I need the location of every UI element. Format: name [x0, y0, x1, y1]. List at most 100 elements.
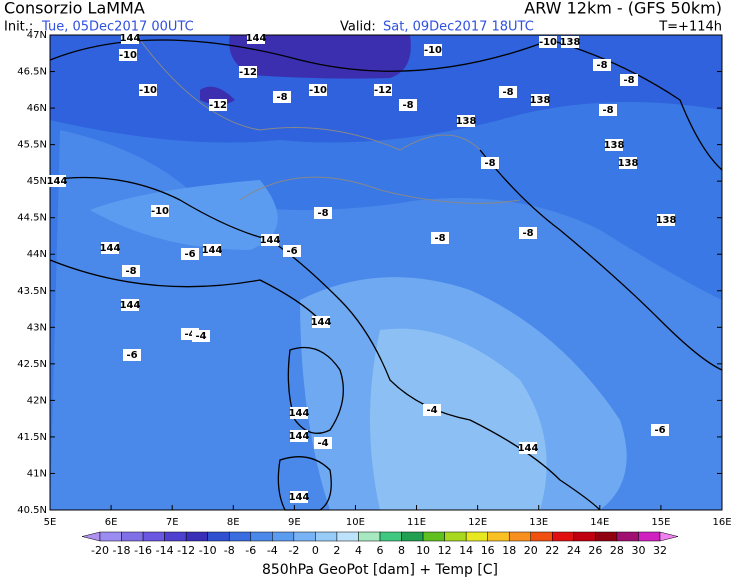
- colorbar-tick-label: 14: [459, 544, 473, 557]
- lon-label: 12E: [468, 517, 487, 528]
- colorbar-cell: [530, 531, 553, 542]
- title: Consorzio LaMMA: [4, 0, 145, 18]
- contour-label-bg: [593, 59, 611, 71]
- colorbar-end: [659, 531, 679, 542]
- colorbar-tick-label: 26: [588, 544, 602, 557]
- contour-label: -8: [434, 233, 445, 244]
- contour-label: -12: [209, 100, 227, 111]
- lon-label: 11E: [407, 517, 426, 528]
- contour-label-bg: [273, 91, 291, 103]
- contour-label: 138: [656, 215, 677, 226]
- contour-label-bg: [122, 265, 140, 277]
- contour-label: -10: [119, 50, 137, 61]
- colorbar-tick-label: -12: [177, 544, 195, 557]
- lon-label: 16E: [712, 517, 731, 528]
- colorbar-cell: [99, 531, 122, 542]
- contour-label-bg: [123, 349, 141, 361]
- contour-label: -8: [402, 100, 413, 111]
- contour-label-bg: [290, 491, 308, 503]
- contour-label: -6: [184, 249, 195, 260]
- colorbar-cell: [487, 531, 510, 542]
- lat-label: 40.5N: [17, 505, 47, 516]
- contour-label: -10: [139, 85, 157, 96]
- contour-label: -8: [125, 266, 136, 277]
- colorbar-tick-label: 18: [502, 544, 516, 557]
- contour-label-bg: [151, 205, 169, 217]
- contour-label-bg: [261, 234, 279, 246]
- contour-label-bg: [101, 242, 119, 254]
- contour-label-bg: [620, 74, 638, 86]
- colorbar-cell: [595, 531, 618, 542]
- contour-label: 144: [518, 443, 539, 454]
- lat-label: 41N: [27, 468, 47, 479]
- colorbar-tick-label: -10: [199, 544, 217, 557]
- contour-label: 144: [120, 300, 141, 311]
- contour-label: 144: [260, 235, 281, 246]
- contour-label: -6: [286, 246, 297, 257]
- colorbar-tick-label: 32: [653, 544, 667, 557]
- colorbar-cell: [121, 531, 144, 542]
- lat-label: 42.5N: [17, 359, 47, 370]
- lon-label: 5E: [44, 517, 57, 528]
- colorbar-tick-label: 0: [312, 544, 319, 557]
- lead-time: T=+114h: [658, 20, 722, 35]
- contour-label: 144: [47, 176, 68, 187]
- contour-label: -8: [502, 87, 513, 98]
- contour-label: -8: [522, 228, 533, 239]
- contour-label: -4: [317, 438, 328, 449]
- colorbar-tick-label: 20: [524, 544, 538, 557]
- contour-label: 144: [100, 243, 121, 254]
- contour-label-bg: [239, 66, 257, 78]
- lon-label: 14E: [590, 517, 609, 528]
- contour-label-bg: [247, 32, 265, 44]
- colorbar-cell: [379, 531, 402, 542]
- contour-label: 144: [289, 431, 310, 442]
- contour-label: 144: [120, 33, 141, 44]
- contour-label-bg: [312, 316, 330, 328]
- contour-label-bg: [314, 207, 332, 219]
- lat-label: 46.5N: [17, 67, 47, 78]
- lon-label: 15E: [651, 517, 670, 528]
- colorbar-cell: [272, 531, 295, 542]
- lat-label: 43.5N: [17, 286, 47, 297]
- contour-label-bg: [399, 99, 417, 111]
- contour-label-bg: [657, 214, 675, 226]
- lat-label: 43N: [27, 322, 47, 333]
- lat-label: 46N: [27, 103, 47, 114]
- lon-label: 10E: [346, 517, 365, 528]
- lat-label: 47N: [27, 30, 47, 41]
- colorbar-cell: [293, 531, 316, 542]
- contour-label: -10: [309, 85, 327, 96]
- contour-label: 144: [289, 408, 310, 419]
- lat-label: 44.5N: [17, 213, 47, 224]
- contour-label-bg: [290, 407, 308, 419]
- contour-label-bg: [561, 36, 579, 48]
- contour-label-bg: [519, 442, 537, 454]
- colorbar-cell: [422, 531, 445, 542]
- contour-label-bg: [48, 175, 66, 187]
- contour-label: 144: [246, 33, 267, 44]
- lon-label: 13E: [529, 517, 548, 528]
- colorbar-title: 850hPa GeoPot [dam] + Temp [C]: [262, 562, 498, 578]
- contour-label-bg: [192, 330, 210, 342]
- contour-label: -4: [426, 405, 437, 416]
- lat-label: 45N: [27, 176, 47, 187]
- contour-label: -8: [317, 208, 328, 219]
- contour-label: -4: [195, 331, 206, 342]
- lat-label: 45.5N: [17, 140, 47, 151]
- contour-label: -8: [484, 158, 495, 169]
- colorbar-cell: [573, 531, 596, 542]
- contour-label: -8: [276, 92, 287, 103]
- colorbar-cell: [616, 531, 639, 542]
- colorbar-cell: [250, 531, 273, 542]
- lat-label: 44N: [27, 249, 47, 260]
- init: Tue, 05Dec2017 00UTC: [41, 20, 194, 35]
- contour-label: 144: [202, 245, 223, 256]
- contour-label: -10: [151, 206, 169, 217]
- contour-label: 138: [618, 158, 639, 169]
- colorbar-tick-label: 24: [567, 544, 581, 557]
- colorbar-tick-label: 4: [355, 544, 362, 557]
- colorbar-tick-label: 30: [631, 544, 645, 557]
- colorbar-cell: [164, 531, 187, 542]
